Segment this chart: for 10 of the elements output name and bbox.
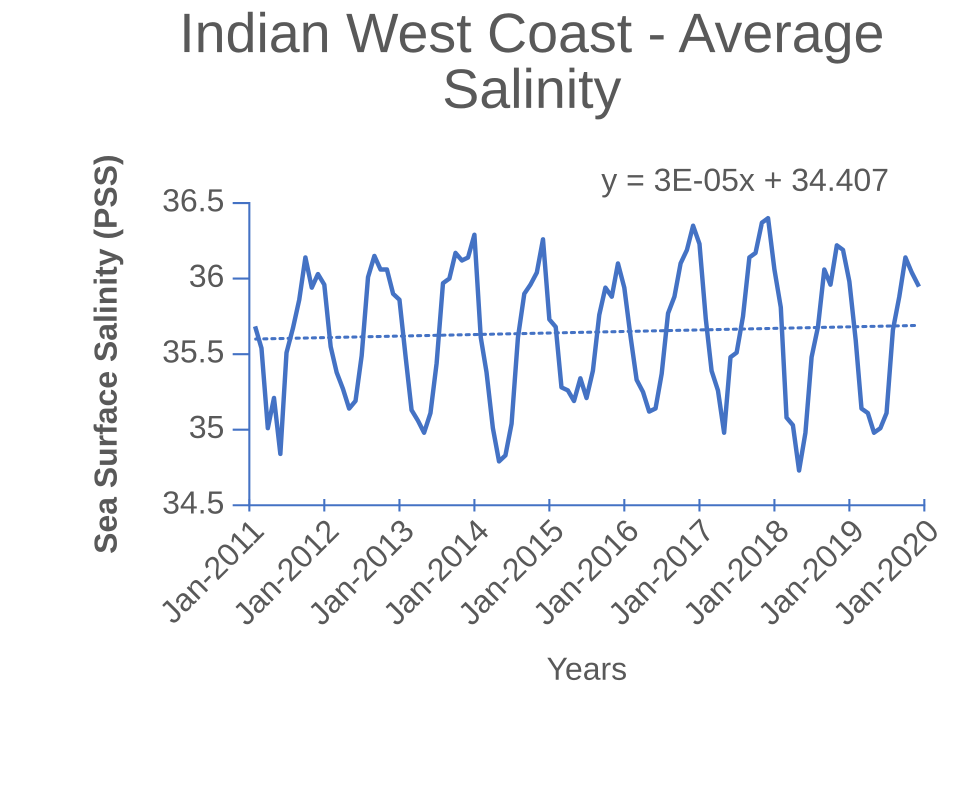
line-series — [253, 216, 920, 473]
text: y = 3E-05x + 34.407 — [601, 168, 888, 198]
y-axis-title: Sea Surface Salinity (PSS) — [94, 156, 124, 553]
y-tick-label: 36.5 — [163, 189, 224, 212]
chart-title: Indian West Coast - Average Salinity — [184, 12, 882, 120]
y-tick-label: 35.5 — [163, 340, 224, 363]
x-axis-title: Years — [547, 658, 626, 680]
y-tick-label: 35 — [190, 416, 224, 438]
y-tick-label: 34.5 — [163, 491, 224, 514]
y-tick-label: 36 — [190, 264, 223, 288]
